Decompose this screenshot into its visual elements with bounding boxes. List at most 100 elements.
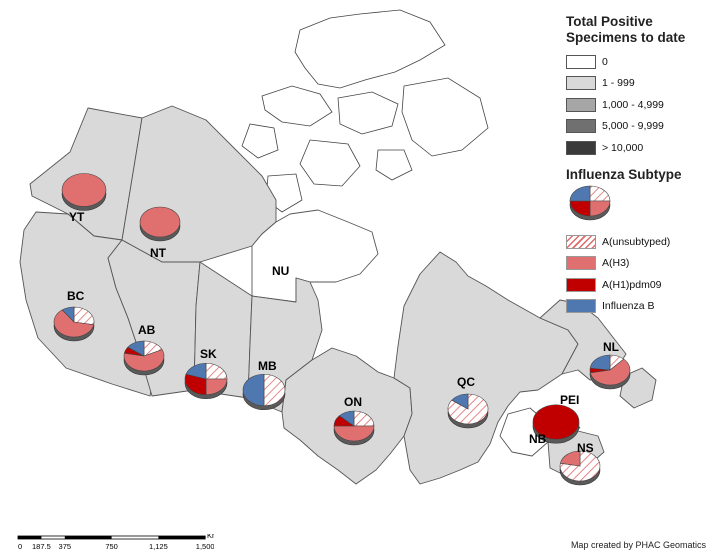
legend-subtype-row: A(H1)pdm09	[566, 275, 716, 294]
pie-ab-slice	[127, 340, 145, 357]
pie-ns	[559, 450, 601, 486]
legend-pie-slice	[569, 200, 591, 217]
legend-class-row: 1,000 - 4,999	[566, 95, 716, 114]
legend-class-label: 0	[602, 55, 608, 68]
legend-class-row: 1 - 999	[566, 74, 716, 93]
legend-class-row: > 10,000	[566, 138, 716, 157]
pie-sk-slice	[205, 378, 228, 396]
legend-subtype-swatch	[566, 299, 596, 313]
legend-class-label: 1,000 - 4,999	[602, 98, 664, 111]
scale-bar-tick-label: 1,125	[149, 542, 168, 551]
label-nu: NU	[272, 264, 289, 278]
legend-class-swatch	[566, 97, 596, 112]
pie-ns-slice	[559, 450, 601, 482]
pie-on-slice	[333, 425, 375, 442]
legend-pie-sample	[569, 185, 611, 221]
scale-bar-tick-label: 1,500	[196, 542, 214, 551]
pie-on-slice	[338, 410, 355, 427]
subtype-title: Influenza Subtype	[566, 167, 682, 182]
pie-ns-slice	[559, 450, 581, 467]
pie-ab	[123, 340, 165, 376]
pie-yt	[61, 173, 107, 211]
pie-nl	[589, 354, 631, 390]
label-sk: SK	[200, 347, 217, 361]
legend-class-swatch	[566, 54, 596, 69]
label-pei: PEI	[560, 393, 579, 407]
pie-mb	[242, 373, 286, 411]
region-qc	[393, 251, 579, 485]
pie-qc-slice	[451, 393, 469, 410]
pie-sk	[184, 362, 228, 400]
positive-classes: 0 1 - 999 1,000 - 4,999 5,000 - 9,999 > 10,0…	[566, 52, 716, 157]
pie-mb-slice	[242, 373, 265, 407]
region-ab	[107, 239, 201, 397]
label-mb: MB	[258, 359, 277, 373]
pie-nt-slice	[139, 206, 181, 238]
legend-subtype-label: A(unsubtyped)	[602, 235, 671, 248]
legend-class-row: 5,000 - 9,999	[566, 117, 716, 136]
pie-qc	[447, 393, 489, 429]
legend-pie-slice	[589, 200, 611, 217]
scale-bar-tick-label: 0	[18, 542, 22, 551]
pie-bc-slice	[61, 306, 75, 323]
scale-bar-segment	[158, 536, 206, 539]
pie-charts	[53, 173, 631, 486]
legend-subtype-label: A(H3)	[602, 257, 630, 269]
scale-bar-segment	[64, 536, 112, 539]
pie-bc	[53, 306, 95, 342]
pie-pei-slice	[532, 404, 580, 440]
pie-on	[333, 410, 375, 446]
pie-bc-slice	[53, 309, 95, 338]
legend-subtype-label: Influenza B	[602, 300, 655, 312]
legend-pie-slice	[569, 185, 591, 202]
label-nb: NB	[529, 432, 547, 446]
subtype-classes: A(unsubtyped) A(H3) A(H1)pdm09 Influenza B	[566, 232, 716, 316]
map-credit: Map created by PHAC Geomatics	[570, 540, 706, 550]
legend-class-label: 5,000 - 9,999	[602, 120, 664, 132]
pie-nl-slice	[589, 354, 611, 371]
label-bc: BC	[67, 289, 85, 303]
legend-pie-slice	[589, 185, 611, 202]
label-ab: AB	[138, 323, 156, 337]
legend-subtype-swatch	[566, 256, 596, 270]
pie-nt	[139, 206, 181, 242]
label-on: ON	[344, 395, 362, 409]
scale-bar-tick-label: 187.5	[32, 542, 51, 551]
pie-mb-slice	[263, 373, 286, 407]
scale-bar-tick-label: 375	[59, 542, 72, 551]
legend-class-label: 1 - 999	[602, 77, 635, 89]
pie-sk-slice	[205, 362, 228, 380]
province-labels: YT NT NU BC AB SK MB ON QC NL PEI NS NB	[67, 210, 619, 455]
pie-ab-slice	[123, 349, 165, 372]
label-yt: YT	[69, 210, 85, 224]
scale-bar: 0 187.5 375 750 1,125 1,500 Km	[17, 534, 214, 551]
pie-sk-slice	[185, 362, 207, 380]
positive-specimens-title: Total Positive Specimens to date	[566, 14, 686, 45]
scale-bar-tick-label: 750	[105, 542, 118, 551]
legend-class-row: 0	[566, 52, 716, 71]
legend-subtype-row: A(unsubtyped)	[566, 232, 716, 251]
legend-subtype-label: A(H1)pdm09	[602, 278, 662, 291]
label-ns: NS	[577, 441, 594, 455]
legend-subtype-row: A(H3)	[566, 254, 716, 273]
legend-subtype-row: Influenza B	[566, 297, 716, 316]
pie-on-slice	[353, 410, 375, 427]
legend-subtype-swatch	[566, 234, 596, 249]
pie-sk-slice	[184, 373, 207, 396]
label-qc: QC	[457, 375, 475, 389]
label-nl: NL	[603, 340, 619, 354]
scale-bar-unit: Km	[207, 534, 214, 540]
legend-class-swatch	[566, 140, 596, 155]
scale-bar-segment	[18, 536, 42, 539]
label-nt: NT	[150, 246, 167, 260]
pie-yt-slice	[61, 173, 107, 207]
legend-class-label: > 10,000	[602, 141, 644, 154]
arctic-islands	[241, 9, 489, 213]
legend-class-swatch	[566, 76, 596, 90]
legend-subtype-swatch	[566, 277, 596, 292]
pie-bc-slice	[73, 306, 95, 326]
pie-nl-slice	[589, 358, 631, 386]
pie-pei	[532, 404, 580, 444]
legend-class-swatch	[566, 119, 596, 133]
